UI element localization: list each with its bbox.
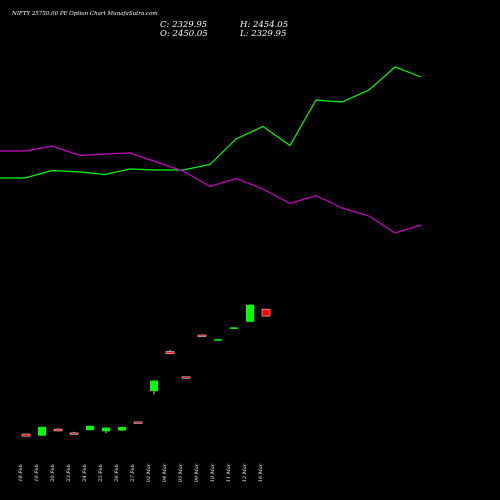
x-tick-label: 12 Mar xyxy=(242,463,248,482)
candle-body xyxy=(181,376,191,379)
x-tick-label: 02 Mar xyxy=(146,463,152,482)
candle-body xyxy=(246,304,254,322)
x-tick-label: 23 Feb xyxy=(66,464,72,482)
green-indicator-line xyxy=(0,66,422,179)
candle-body xyxy=(133,421,143,424)
low-value: L: 2329.95 xyxy=(239,29,286,39)
x-tick-label: 20 Feb xyxy=(50,464,56,482)
x-tick-label: 18 Feb xyxy=(18,464,24,481)
x-tick-label: 16 Mar xyxy=(258,463,264,482)
x-tick-label: 04 Mar xyxy=(162,463,168,482)
candle-body xyxy=(21,433,31,437)
candle-body xyxy=(197,334,207,337)
x-tick-label: 10 Mar xyxy=(210,463,216,482)
x-tick-label: 09 Mar xyxy=(194,463,200,482)
x-tick-label: 05 Mar xyxy=(178,463,184,482)
chart-title: NIFTY 25750.00 PE Option Chart MunafaSut… xyxy=(11,11,158,17)
high-value: H: 2454.05 xyxy=(239,20,288,30)
candle-body xyxy=(261,308,271,317)
candle-body xyxy=(38,426,46,436)
x-tick-label: 19 Feb xyxy=(34,464,40,481)
candle-body xyxy=(150,380,158,392)
x-tick-label: 25 Feb xyxy=(98,464,104,482)
close-value: C: 2329.95 xyxy=(160,20,207,30)
x-tick-label: 24 Feb xyxy=(82,464,88,482)
open-value: O: 2450.05 xyxy=(160,29,208,39)
candle-body xyxy=(118,427,126,431)
x-tick-label: 11 Mar xyxy=(226,463,232,482)
candle-body xyxy=(214,339,222,341)
candles-group xyxy=(21,304,271,437)
magenta-indicator-line xyxy=(0,145,422,234)
candle-body xyxy=(86,425,94,431)
x-axis-ticks: 18 Feb 19 Feb 20 Feb 23 Feb 24 Feb 25 Feb 26 F… xyxy=(18,463,264,482)
candle-body xyxy=(102,427,110,432)
x-tick-label: 27 Feb xyxy=(130,464,136,482)
x-tick-label: 26 Feb xyxy=(114,464,120,482)
candle-body xyxy=(53,428,63,432)
candle-body xyxy=(230,327,238,329)
candle-body xyxy=(69,432,79,435)
candle-body xyxy=(165,351,175,354)
indicator-lines xyxy=(0,66,422,234)
